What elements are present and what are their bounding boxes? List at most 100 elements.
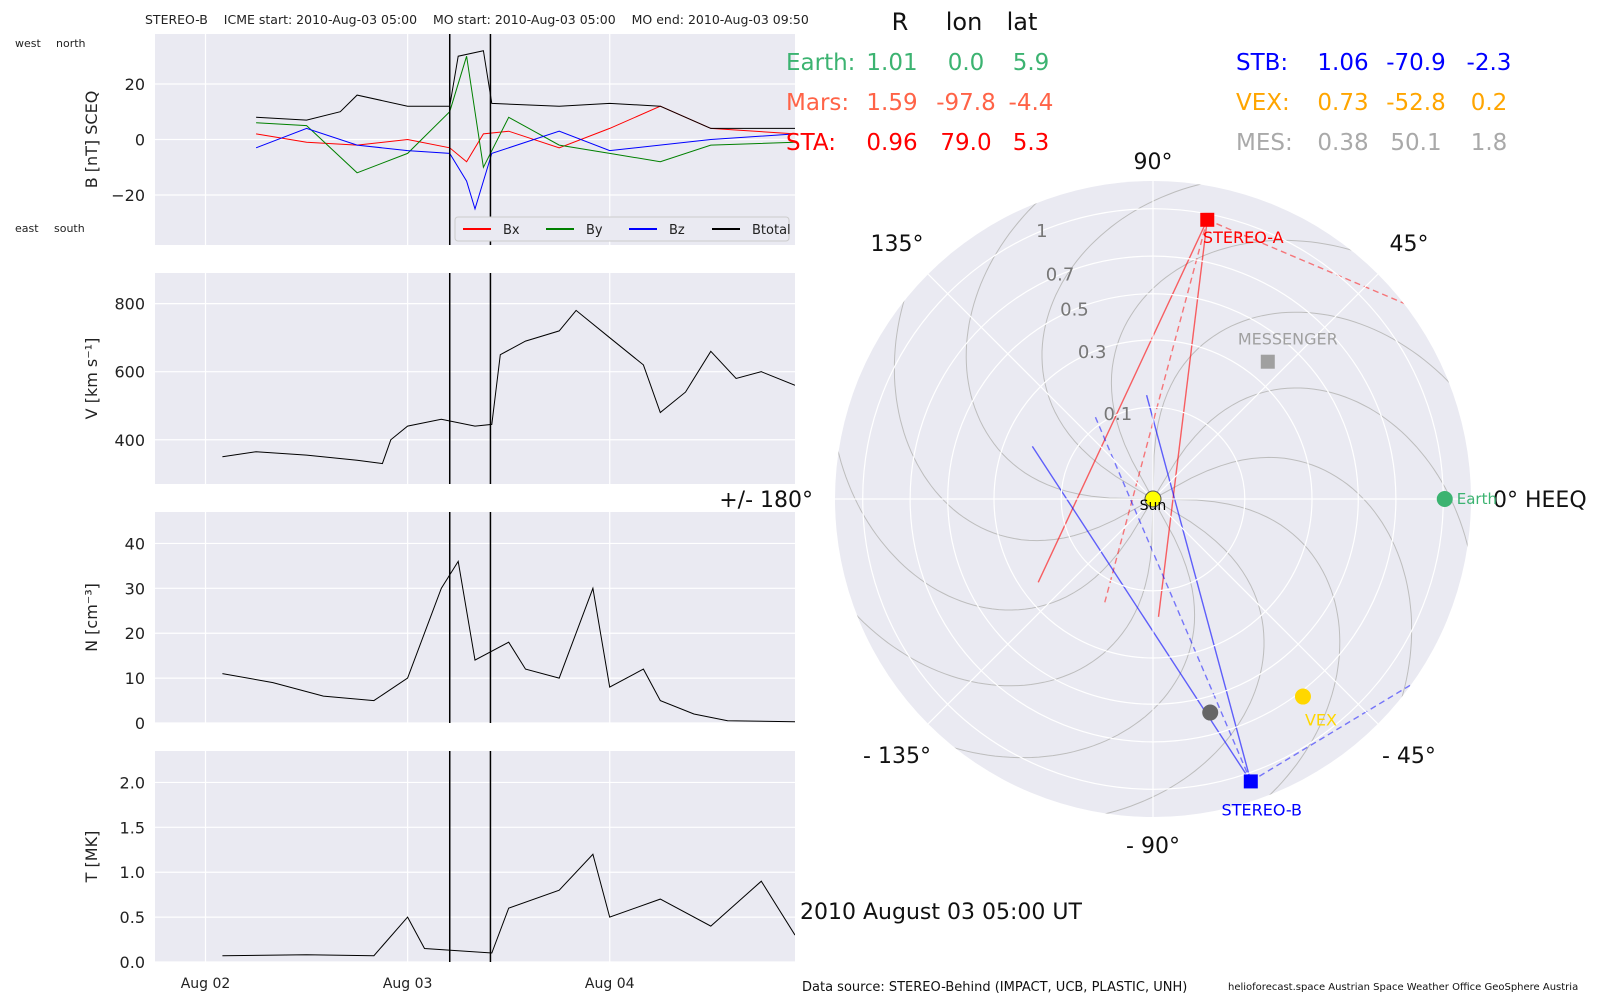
- radial-tick-label: 0.1: [1104, 404, 1133, 425]
- table-lat-value: -2.3: [1467, 50, 1512, 76]
- y-tick-label: 600: [114, 363, 145, 382]
- series-line-data: [222, 560, 795, 723]
- parker-spiral: [1041, 181, 1252, 500]
- data-source: Data source: STEREO-Behind (IMPACT, UCB,…: [802, 980, 1188, 995]
- table-lat-value: 1.8: [1471, 130, 1508, 156]
- panel-3: 40 30 20 10 0 N [cm⁻³]: [82, 512, 795, 733]
- table-lat-value: 0.2: [1471, 90, 1508, 116]
- parker-spiral: [906, 498, 1196, 759]
- legend-label: Bx: [503, 223, 520, 238]
- series-group: [255, 50, 795, 211]
- mo-end: MO end: 2010-Aug-03 09:50: [631, 12, 809, 27]
- y-tick-label: 400: [114, 431, 145, 450]
- table-column-header: lon: [946, 8, 983, 36]
- stereo-a-fov-dashed-line: [1103, 219, 1208, 607]
- parker-spiral: [1152, 387, 1471, 598]
- y-tick-label: 20: [125, 75, 145, 94]
- y-tick-label: 1.5: [120, 818, 145, 837]
- y-tick-label: 0.0: [120, 953, 145, 972]
- series-line-data: [222, 309, 795, 465]
- y-tick-label: 0: [135, 131, 145, 150]
- table-lat-value: 5.3: [1013, 130, 1050, 156]
- table-r-value: 1.06: [1317, 50, 1368, 76]
- table-row-name: VEX:: [1236, 90, 1290, 116]
- label-west: west: [15, 37, 41, 50]
- series-line-data: [222, 853, 795, 957]
- panel-background: [155, 512, 795, 723]
- angle-label: 135°: [871, 232, 924, 257]
- series-group: [222, 309, 795, 465]
- date-label: 2010 August 03 05:00 UT: [800, 900, 1082, 925]
- parker-spiral: [835, 400, 1154, 611]
- label-east: east: [15, 222, 39, 235]
- label-north: north: [56, 37, 86, 50]
- y-tick-label: 0.5: [120, 908, 145, 927]
- panel-background: [155, 273, 795, 484]
- table-column-header: R: [892, 8, 909, 36]
- table-lat-value: -4.4: [1009, 90, 1054, 116]
- table-r-value: 1.01: [866, 50, 917, 76]
- polar-plot: 0.1 0.3 0.5 0.7 1 0° HEEQ 45° 90° 135° +/- 180° - …: [719, 150, 1586, 859]
- parker-spiral: [965, 181, 1154, 500]
- series-line-btotal: [256, 50, 795, 129]
- table-row-name: STA:: [786, 130, 836, 156]
- icme-start: ICME start: 2010-Aug-03 05:00: [223, 12, 418, 27]
- y-tick-label: 30: [125, 579, 145, 598]
- angle-label: 90°: [1134, 150, 1173, 175]
- parker-spiral: [1110, 239, 1400, 500]
- earth-marker: [1436, 491, 1453, 507]
- panel-1: 20 0 −20 B [nT] SCEQ Bx By Bz Btotal: [82, 34, 795, 245]
- table-row-name: MES:: [1236, 130, 1293, 156]
- parker-spiral: [835, 498, 1154, 687]
- table-r-value: 1.59: [866, 90, 917, 116]
- stereo-a-fov-dashed-line: [1206, 219, 1471, 377]
- y-tick-label: 800: [114, 295, 145, 314]
- panel-4: 2.0 1.5 1.0 0.5 0.0 T [MK] Aug 02 Aug 03 Aug 04: [82, 751, 795, 992]
- table-r-value: 0.73: [1317, 90, 1368, 116]
- y-axis-label: B [nT] SCEQ: [82, 91, 101, 189]
- sun-marker: [1144, 490, 1162, 508]
- table-lon-value: -52.8: [1386, 90, 1446, 116]
- stereo-b-fov-dashed-line: [1093, 413, 1252, 782]
- legend-label: Bz: [669, 223, 685, 238]
- table-lat-value: 5.9: [1013, 50, 1050, 76]
- credits: helioforecast.space Austrian Space Weath…: [1228, 982, 1579, 993]
- parker-spiral: [1152, 498, 1341, 817]
- table-lon-value: -70.9: [1386, 50, 1446, 76]
- table-row-name: STB:: [1236, 50, 1288, 76]
- angle-label: - 45°: [1382, 744, 1436, 769]
- table-lon-value: -97.8: [936, 90, 996, 116]
- spacecraft-name: STEREO-B: [145, 12, 208, 27]
- y-axis-label: N [cm⁻³]: [82, 583, 101, 652]
- y-tick-label: 2.0: [120, 773, 145, 792]
- messenger-marker: [1260, 354, 1275, 369]
- y-tick-label: 0: [135, 714, 145, 733]
- parker-spiral: [1152, 311, 1471, 500]
- stereo-a-marker: [1200, 212, 1215, 227]
- series-group: [222, 560, 795, 723]
- y-axis-label: V [km s⁻¹]: [82, 338, 101, 420]
- y-tick-label: 10: [125, 669, 145, 688]
- angle-label: 45°: [1389, 232, 1428, 257]
- stereo-a-fov-line: [1157, 219, 1208, 617]
- label-south: south: [54, 222, 85, 235]
- y-tick-label: 20: [125, 624, 145, 643]
- table-r-value: 0.38: [1317, 130, 1368, 156]
- mo-start: MO start: 2010-Aug-03 05:00: [432, 12, 616, 27]
- y-tick-label: 40: [125, 534, 145, 553]
- body-label: STEREO-B: [1222, 800, 1302, 819]
- stereo-b-marker: [1243, 774, 1258, 789]
- vex-marker: [1294, 688, 1311, 705]
- table-lon-value: 0.0: [948, 50, 985, 76]
- panel-2: 800 600 400 V [km s⁻¹]: [82, 273, 795, 484]
- table-row-name: Mars:: [786, 90, 849, 116]
- body-label: VEX: [1305, 711, 1337, 730]
- y-tick-label: −20: [111, 186, 145, 205]
- parker-spiral: [893, 252, 1154, 542]
- table-r-value: 0.96: [866, 130, 917, 156]
- radial-tick-label: 0.5: [1060, 299, 1089, 320]
- unlabeled-body-marker: [1202, 704, 1219, 721]
- series-group: [222, 853, 795, 957]
- x-tick-label: Aug 04: [585, 976, 635, 992]
